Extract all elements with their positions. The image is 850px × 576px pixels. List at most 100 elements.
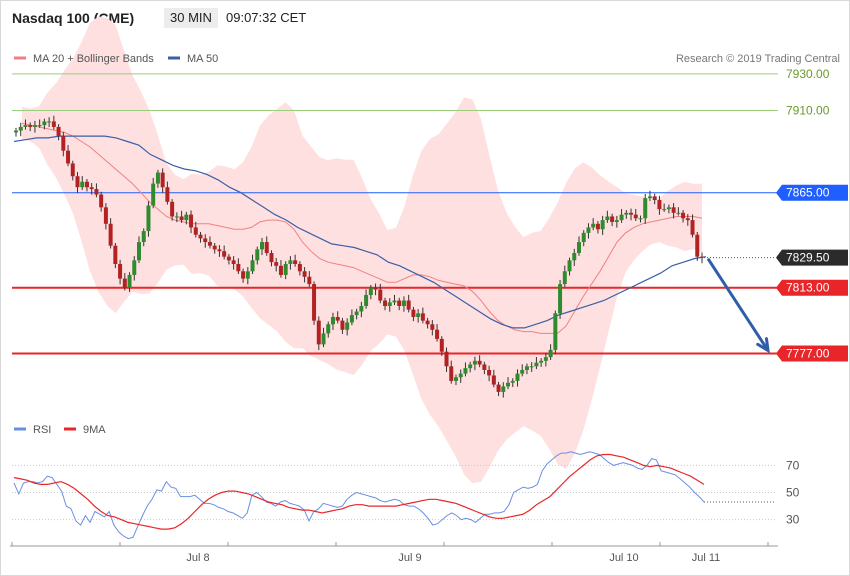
candle-body <box>293 260 298 264</box>
candle-body <box>496 384 501 392</box>
rsi-tick-50: 50 <box>786 486 800 500</box>
candle-body <box>56 126 61 137</box>
candle-body <box>212 245 217 250</box>
candle-body <box>534 362 539 367</box>
candle-body <box>127 274 132 288</box>
legend-label-9ma: 9MA <box>83 424 106 436</box>
candle-body <box>581 232 586 243</box>
candle-body <box>113 245 118 264</box>
candle-body <box>245 271 250 279</box>
candle-body <box>51 121 56 127</box>
candle-body <box>690 220 695 235</box>
level-tag-7777.00 <box>776 345 848 362</box>
level-label-7777.00: 7777.00 <box>786 347 830 361</box>
candle-body <box>288 260 293 264</box>
candle-body <box>80 181 85 188</box>
candle-body <box>416 313 421 317</box>
last-price-tag <box>776 249 848 266</box>
candle-body <box>420 313 425 321</box>
candle-body <box>685 218 690 221</box>
candle-body <box>548 349 553 358</box>
candle-body <box>255 249 260 261</box>
candle-body <box>671 207 676 213</box>
candle-body <box>170 201 175 217</box>
candle-body <box>226 256 231 261</box>
candle-body <box>274 262 279 266</box>
candle-body <box>520 369 525 374</box>
rsi-tick-30: 30 <box>786 513 800 527</box>
rsi-9ma-line <box>13 453 705 530</box>
candle-body <box>47 121 52 123</box>
forecast-arrow <box>706 257 770 354</box>
candle-body <box>260 242 265 250</box>
candle-body <box>458 373 463 378</box>
candle-body <box>647 196 652 199</box>
candle-body <box>241 271 246 279</box>
candle-body <box>586 227 591 233</box>
candle-body <box>283 263 288 275</box>
candle-body <box>378 289 383 301</box>
candle-body <box>676 212 681 214</box>
candle-body <box>543 357 548 361</box>
candle-body <box>23 125 28 127</box>
candle-body <box>184 214 189 221</box>
candle-body <box>468 364 473 369</box>
candle-body <box>619 214 624 221</box>
forecast-arrow-shaft <box>706 257 770 352</box>
candle-body <box>576 242 581 254</box>
x-axis: Jul 8 Jul 9 Jul 10 Jul 11 <box>10 542 778 564</box>
candle-body <box>643 198 648 219</box>
candle-body <box>231 260 236 264</box>
candle-body <box>439 338 444 352</box>
candle-body <box>591 223 596 228</box>
candle-body <box>383 300 388 307</box>
candle-body <box>610 216 615 222</box>
candle-body <box>302 271 307 277</box>
candle-body <box>70 163 75 177</box>
candle-body <box>373 287 378 290</box>
candle-body <box>222 251 227 257</box>
candle-body <box>406 300 411 310</box>
candle-body <box>264 242 269 254</box>
timeframe-badge[interactable]: 30 MIN <box>164 8 218 28</box>
candle-body <box>614 220 619 222</box>
candle-body <box>345 322 350 330</box>
chart-header: Nasdaq 100 (CME) 30 MIN 09:07:32 CET <box>0 0 850 38</box>
last-price-label: 7829.50 <box>786 251 830 265</box>
candle-body <box>217 249 222 252</box>
candle-body <box>435 329 440 339</box>
candle-body <box>700 256 704 258</box>
candle-body <box>567 260 572 272</box>
copyright-text: Research © 2019 Trading Central <box>676 53 840 65</box>
ma20-line <box>21 122 703 334</box>
ma50-line <box>13 135 707 329</box>
candle-body <box>61 136 66 151</box>
candle-body <box>236 263 241 272</box>
candle-body <box>108 223 113 246</box>
candle-body <box>629 212 634 215</box>
price-legend: MA 20 + Bollinger Bands MA 50 Research © 2… <box>14 53 840 65</box>
last-price-marker: 7829.50 <box>704 249 848 266</box>
candle-body <box>524 366 529 370</box>
candle-body <box>453 377 458 381</box>
candle-body <box>444 351 449 367</box>
candle-body <box>155 172 160 184</box>
candle-body <box>506 382 511 387</box>
candle-body <box>529 366 534 368</box>
candle-body <box>321 333 326 345</box>
candles <box>14 115 704 398</box>
candle-body <box>122 278 127 288</box>
candle-body <box>595 223 600 230</box>
level-label-7813.00: 7813.00 <box>786 281 830 295</box>
candle-body <box>42 121 47 126</box>
candle-body <box>189 214 194 228</box>
candle-body <box>472 360 477 365</box>
candle-body <box>84 181 89 188</box>
rsi-line <box>13 451 705 540</box>
candle-body <box>657 200 662 210</box>
candle-body <box>430 324 435 330</box>
candle-body <box>312 284 317 321</box>
candle-body <box>539 360 544 363</box>
candle-body <box>487 369 492 376</box>
